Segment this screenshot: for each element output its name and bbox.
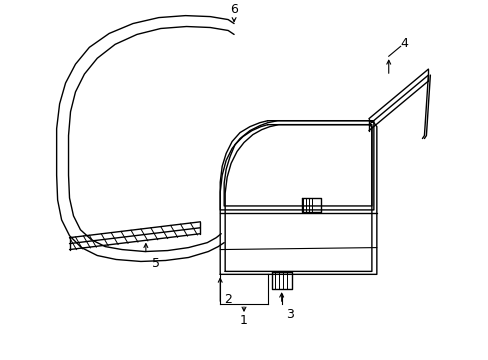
Text: 4: 4 xyxy=(400,37,407,50)
Text: 5: 5 xyxy=(151,257,160,270)
Text: 2: 2 xyxy=(224,293,232,306)
Text: 6: 6 xyxy=(230,3,238,16)
Text: 1: 1 xyxy=(240,314,247,328)
Text: 3: 3 xyxy=(285,309,293,321)
